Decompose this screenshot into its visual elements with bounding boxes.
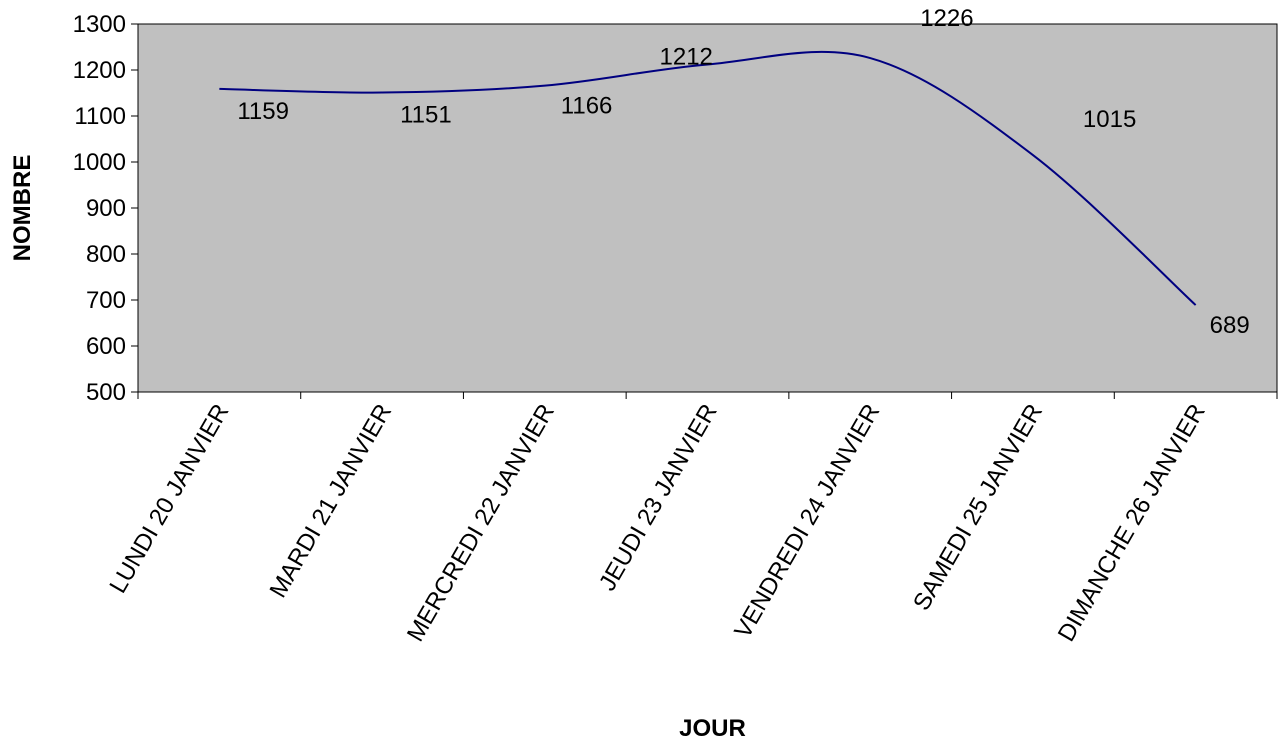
y-tick-label: 700 [86, 287, 126, 314]
x-tick-label: JEUDI 23 JANVIER [594, 400, 723, 596]
x-tick-label: SAMEDI 25 JANVIER [908, 400, 1048, 616]
data-label: 1151 [400, 102, 452, 129]
x-tick-label: VENDREDI 24 JANVIER [729, 400, 885, 643]
data-label: 1226 [920, 5, 973, 32]
data-label: 689 [1210, 312, 1250, 339]
y-tick-label: 1300 [73, 11, 126, 38]
y-tick-label: 1200 [73, 57, 126, 84]
data-label: 1159 [237, 98, 289, 125]
data-label: 1212 [660, 43, 713, 70]
y-axis: 500 600 700 800 900 1000 1100 1200 1300 [73, 11, 139, 406]
y-tick-label: 800 [86, 241, 126, 268]
data-label: 1015 [1083, 106, 1136, 133]
x-tick-label: MERCREDI 22 JANVIER [402, 400, 560, 647]
x-axis: LUNDI 20 JANVIER MARDI 21 JANVIER MERCREDI… [104, 391, 1278, 647]
y-tick-label: 500 [86, 379, 126, 406]
x-tick-label: MARDI 21 JANVIER [265, 399, 398, 602]
series-line [219, 50, 1197, 306]
x-tick-label: DIMANCHE 26 JANVIER [1053, 400, 1211, 647]
data-labels: 1159 1151 1166 1212 1226 1015 689 [237, 5, 1249, 339]
data-label: 1166 [561, 93, 613, 120]
y-tick-label: 900 [86, 195, 126, 222]
x-axis-title: JOUR [679, 715, 746, 742]
y-tick-label: 1000 [73, 149, 126, 176]
y-tick-label: 1100 [74, 103, 126, 130]
x-tick-label: LUNDI 20 JANVIER [104, 400, 234, 598]
y-tick-label: 600 [86, 333, 126, 360]
plot-area [137, 23, 1278, 393]
y-axis-title: NOMBRE [9, 155, 36, 262]
